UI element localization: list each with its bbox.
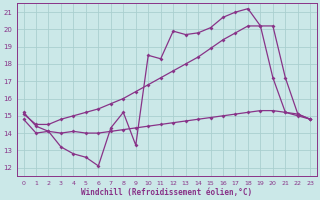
X-axis label: Windchill (Refroidissement éolien,°C): Windchill (Refroidissement éolien,°C): [81, 188, 252, 197]
